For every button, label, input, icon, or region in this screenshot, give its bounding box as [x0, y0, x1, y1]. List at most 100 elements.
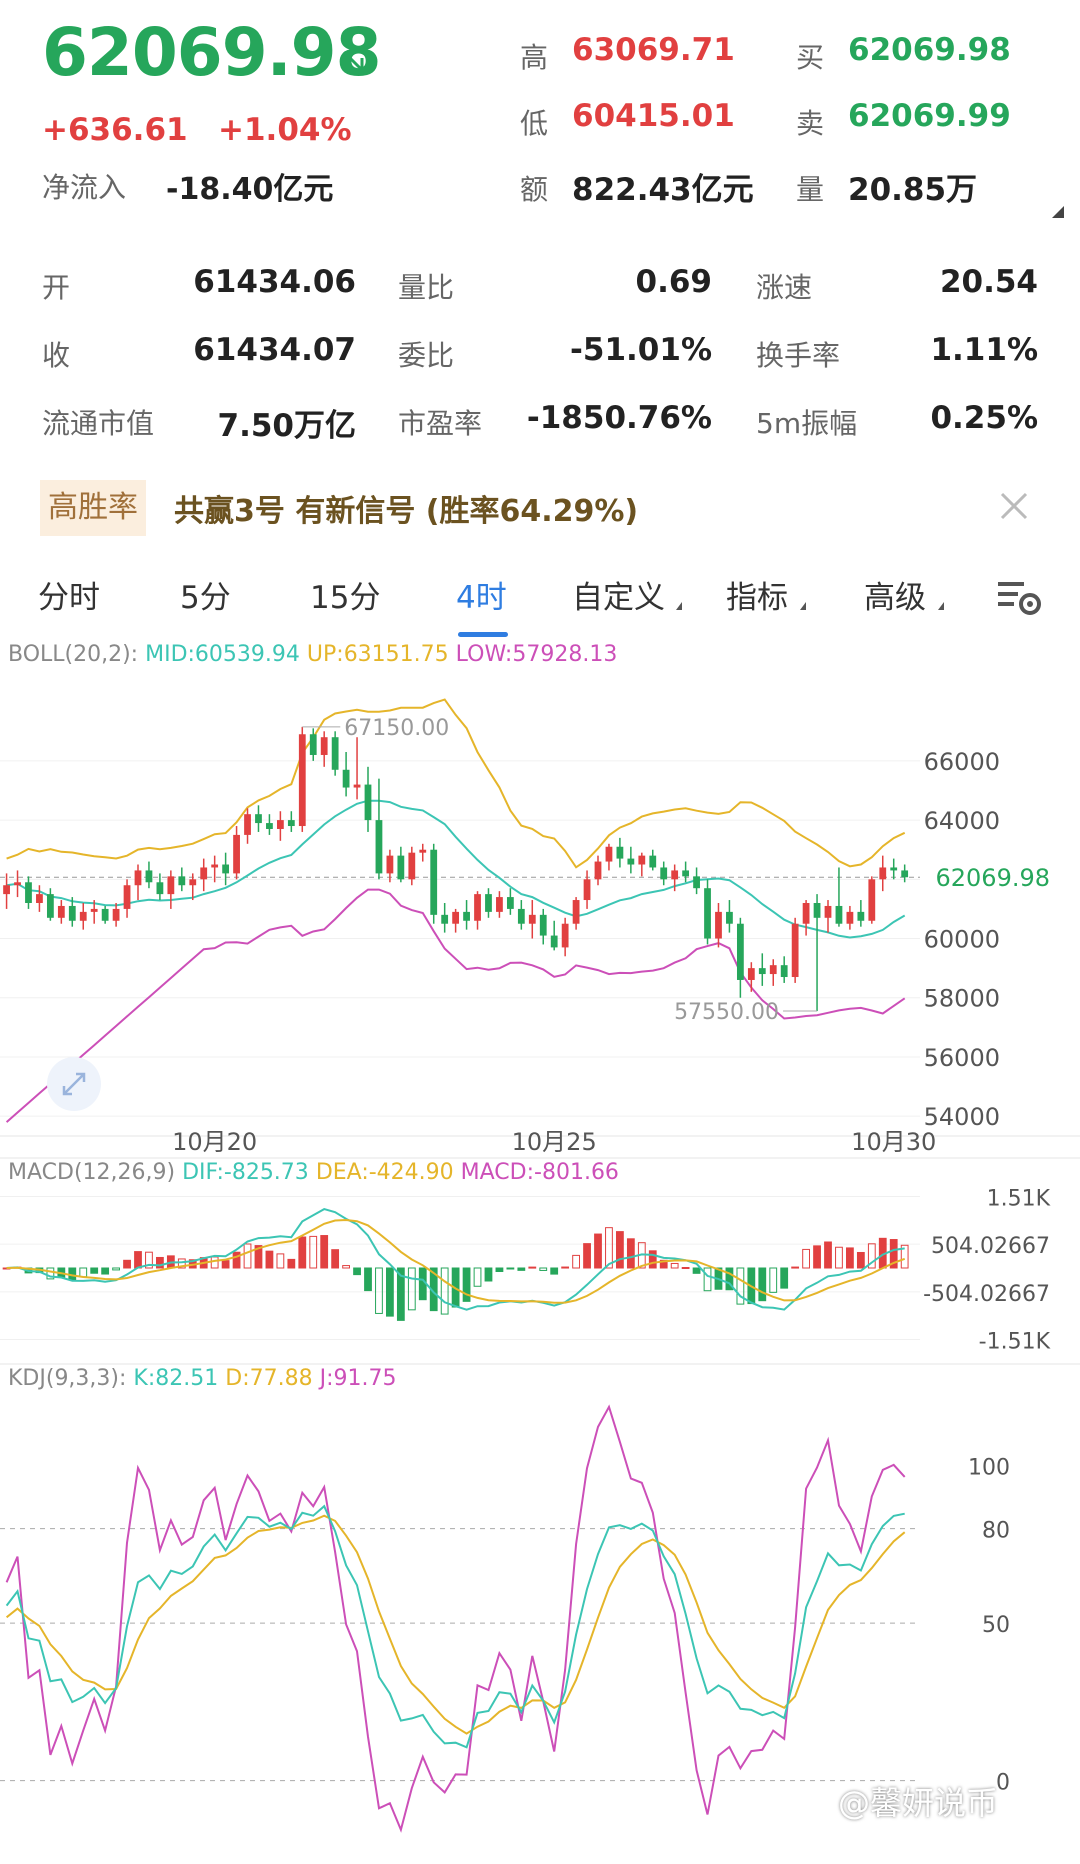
date-axis-label: 10月25 [512, 1128, 597, 1156]
macd-bar [298, 1236, 307, 1269]
candle-body [715, 911, 722, 939]
candle-body [868, 879, 876, 921]
tab-indicators[interactable]: 指标 [726, 580, 788, 616]
macd-dif: DIF:-825.73 [182, 1160, 309, 1185]
macd-axis-label: -504.02667 [923, 1282, 1050, 1307]
signal-text[interactable]: 共赢3号 有新信号 (胜率64.29%) [174, 494, 639, 529]
macd-bar [386, 1267, 394, 1317]
macd-bar [243, 1243, 252, 1269]
macd-bar [681, 1267, 690, 1270]
macd-bar [320, 1235, 329, 1269]
candle-body [25, 882, 32, 903]
tab-5min[interactable]: 5分 [180, 580, 231, 616]
period-tabs: 分时 5分 15分 4时 自定义 指标 高级 [0, 560, 1080, 640]
macd-bar [407, 1267, 416, 1311]
macd-bar [616, 1231, 624, 1269]
net-inflow-value: -18.40亿元 [166, 172, 334, 207]
macd-bar [276, 1253, 285, 1269]
kline-chart[interactable]: BOLL(20,2): MID:60539.94 UP:63151.75 LOW… [0, 638, 1080, 1864]
current-price-label: 62069.98 [935, 864, 1050, 892]
dropdown-corner-icon [676, 602, 682, 610]
expand-chart-icon[interactable] [46, 1056, 102, 1112]
macd-bar [473, 1267, 482, 1287]
candle-body [331, 737, 339, 770]
stat-value: 20.54 [939, 264, 1038, 300]
tab-advanced[interactable]: 高级 [864, 580, 926, 616]
dropdown-corner-icon [938, 602, 944, 610]
macd-bar [659, 1259, 668, 1269]
kdj-d-line [5, 1514, 906, 1735]
candle-body [3, 885, 10, 895]
macd-bar [462, 1267, 471, 1302]
candle-body [419, 849, 427, 853]
candle-body [397, 855, 405, 880]
macd-bar [594, 1233, 602, 1269]
macd-bar [583, 1243, 591, 1269]
macd-bar [736, 1267, 745, 1305]
macd-bar [539, 1267, 548, 1271]
candle-body [813, 903, 821, 918]
candle-body [769, 965, 777, 975]
kdj-axis-label: 0 [996, 1771, 1010, 1796]
macd-bar [900, 1244, 909, 1269]
stat-label: 开 [42, 271, 71, 304]
candle-body [485, 894, 492, 912]
macd-bar [550, 1267, 559, 1275]
candle-body [528, 914, 536, 924]
price-change-pct: +1.04% [218, 112, 352, 148]
macd-bar [134, 1251, 142, 1269]
macd-axis-label: 504.02667 [931, 1234, 1050, 1259]
price-axis-label: 64000 [924, 807, 1000, 835]
macd-bar [364, 1267, 372, 1292]
candle-body [539, 914, 547, 936]
buy-value: 62069.98 [848, 32, 1011, 68]
tab-1min[interactable]: 分时 [38, 580, 100, 616]
chart-canvas[interactable]: 66000 64000 60000 58000 56000 54000 62069.98 67… [0, 638, 1080, 1864]
stat-label: 换手率 [756, 339, 841, 372]
candle-body [452, 911, 460, 924]
stat-value: 0.25% [930, 400, 1038, 436]
signal-banner[interactable]: 高胜率 共赢3号 有新信号 (胜率64.29%) [0, 480, 1080, 540]
macd-bar [375, 1267, 383, 1314]
macd-bar [265, 1250, 274, 1269]
candle-body [222, 864, 230, 874]
candle-body [802, 903, 810, 924]
macd-bar [484, 1267, 493, 1282]
candle-body [791, 923, 799, 978]
candle-body [320, 737, 328, 755]
chart-settings-icon[interactable] [996, 576, 1044, 620]
expand-corner-icon[interactable] [1052, 206, 1064, 218]
tab-4h[interactable]: 4时 [456, 580, 507, 616]
price-axis-label: 56000 [924, 1044, 1000, 1072]
macd-bar [856, 1251, 865, 1269]
candle-body [605, 846, 613, 862]
price-axis-label: 58000 [924, 985, 1000, 1013]
candle-body [167, 876, 175, 895]
candle-body [824, 905, 832, 918]
tab-custom[interactable]: 自定义 [572, 580, 665, 616]
boll-up: UP:63151.75 [306, 642, 449, 667]
date-axis-label: 10月20 [172, 1128, 257, 1156]
candle-body [463, 911, 470, 921]
kdj-legend: KDJ(9,3,3): K:82.51 D:77.88 J:91.75 [8, 1366, 396, 1391]
candle-body [616, 846, 624, 859]
high-label: 高 [520, 41, 549, 74]
high-marker-label: 67150.00 [344, 716, 449, 741]
volume-label: 量 [796, 173, 825, 206]
candle-body [846, 911, 854, 924]
kdj-k-line [5, 1504, 905, 1749]
candle-body [298, 734, 306, 827]
tab-15min[interactable]: 15分 [310, 580, 381, 616]
stat-label: 5m振幅 [756, 407, 858, 440]
macd-bar [112, 1267, 120, 1271]
high-value: 63069.71 [572, 32, 735, 68]
kdj-d: D:77.88 [225, 1366, 313, 1391]
candle-body [627, 858, 635, 865]
kdj-legend-title: KDJ(9,3,3): [8, 1366, 127, 1391]
candle-body [441, 914, 449, 924]
stat-value: 61434.06 [193, 264, 356, 300]
candle-body [638, 855, 646, 865]
sell-value: 62069.99 [848, 98, 1011, 134]
candle-body [90, 908, 98, 912]
close-icon[interactable] [996, 488, 1032, 524]
